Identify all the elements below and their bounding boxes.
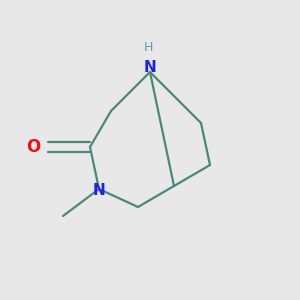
Text: N: N	[144, 60, 156, 75]
Text: H: H	[144, 41, 153, 55]
Text: O: O	[26, 138, 40, 156]
Text: N: N	[93, 183, 105, 198]
